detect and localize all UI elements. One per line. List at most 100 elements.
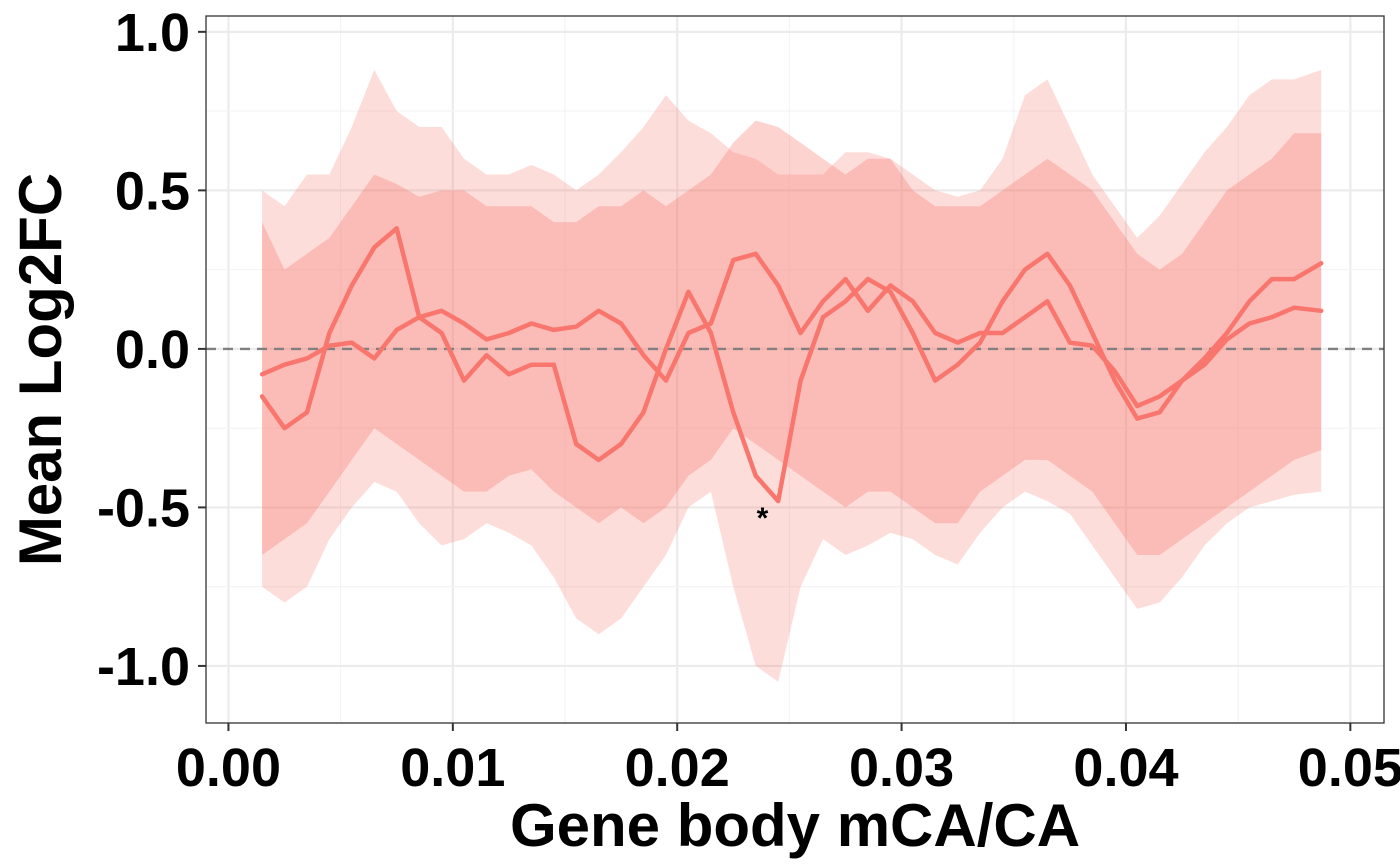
series-1-point (933, 331, 937, 335)
series-2-point (417, 315, 421, 319)
series-1-point (1001, 331, 1005, 335)
series-2-point (1023, 268, 1027, 272)
series-1-point (641, 353, 646, 357)
series-2-point (350, 283, 354, 288)
series-1-line (259, 251, 1324, 409)
series-2-point (754, 474, 758, 478)
series-1-point (664, 379, 668, 383)
series-2-point (1180, 379, 1184, 383)
series-1-point (709, 321, 713, 326)
series-1-point (1319, 309, 1323, 313)
series-2-point (709, 331, 713, 335)
x-axis-title: Gene body mCA/CA (510, 792, 1080, 859)
series-2-point (1270, 277, 1274, 281)
series-2-point (1001, 299, 1005, 303)
series-1-point (1247, 321, 1251, 326)
series-1-point (1225, 337, 1229, 341)
series-1-point (1292, 306, 1296, 310)
series-2-line (259, 226, 1324, 504)
x-tick-label: 0.04 (1073, 738, 1178, 798)
x-tick-label: 0.03 (849, 738, 954, 798)
series-lines (259, 226, 1324, 504)
series-1-point (327, 344, 331, 348)
series-2-point (1247, 299, 1251, 303)
y-tick-label: 1.0 (115, 3, 190, 63)
series-2-point (866, 277, 870, 281)
series-2-point (327, 331, 331, 335)
series-2-point (574, 442, 578, 446)
series-1-point (282, 363, 287, 367)
series-2-point (888, 290, 893, 294)
series-1-point (597, 309, 601, 313)
series-1-point (888, 283, 893, 288)
series-2-point (462, 379, 466, 383)
series-1-point (821, 299, 825, 303)
series-2-point (1225, 331, 1229, 335)
y-tick-label: -1.0 (97, 637, 190, 697)
annotations: * (757, 502, 769, 535)
series-1-point (462, 321, 466, 326)
series-2-point (776, 499, 780, 503)
series-1-point (776, 283, 780, 288)
series-2-point (911, 331, 915, 335)
series-1-point (1068, 341, 1072, 345)
y-axis-title: Mean Log2FC (7, 173, 74, 566)
series-2-point (1068, 283, 1072, 288)
confidence-bands (262, 69, 1322, 682)
series-1-point (1090, 344, 1094, 348)
series-1-point (956, 341, 960, 345)
x-tick-label: 0.02 (625, 738, 730, 798)
series-1-point (350, 341, 354, 345)
x-axis-ticks: 0.00 0.01 0.02 0.03 0.04 0.05 (176, 723, 1400, 798)
series-2-point (1319, 261, 1323, 265)
series-2-point (978, 341, 982, 345)
series-2-point (1045, 252, 1049, 256)
grid (206, 16, 1384, 723)
series-1-point (552, 328, 556, 332)
series-2-point (552, 363, 556, 367)
series-2-point (799, 379, 803, 383)
series-2-point (260, 394, 264, 398)
series-2-point (686, 290, 691, 294)
series-1-point (911, 299, 915, 303)
series-2-point (933, 379, 937, 383)
y-axis-ticks: -1.0 -0.5 0.0 0.5 1.0 (97, 3, 206, 697)
series-2-point (372, 245, 376, 249)
series-2-point (529, 363, 534, 367)
x-tick-label: 0.00 (176, 738, 281, 798)
series-1-point (866, 309, 870, 313)
series-1-point (395, 328, 399, 332)
series-1-point (1045, 299, 1049, 303)
series-1-point (529, 321, 534, 326)
series-2-confidence-band (262, 69, 1322, 682)
series-2-point (956, 363, 960, 367)
series-1-confidence-band (262, 120, 1322, 555)
series-2-point (597, 458, 601, 462)
series-2-point (395, 226, 399, 230)
series-1-point (978, 331, 982, 335)
series-2-point (731, 410, 735, 414)
series-1-point (440, 309, 444, 313)
series-2-point (1090, 331, 1094, 335)
series-2-point (1135, 417, 1139, 421)
series-2-point (821, 315, 825, 319)
series-1-point (1023, 315, 1027, 319)
series-1-point (1135, 404, 1139, 408)
series-1-point (305, 356, 309, 360)
series-2-point (619, 442, 623, 446)
series-2-point (484, 353, 489, 357)
series-2-point (843, 299, 848, 303)
series-1-point (619, 321, 623, 326)
series-2-point (1292, 277, 1296, 281)
series-2-point (641, 410, 646, 414)
series-1-point (260, 372, 264, 376)
y-tick-label: 0.5 (115, 161, 190, 221)
series-2-point (507, 372, 511, 376)
series-1-point (574, 325, 578, 329)
series-1-point (686, 331, 691, 335)
plot-panel-border (205, 15, 1385, 724)
y-tick-label: -0.5 (97, 478, 190, 538)
series-2-point (305, 410, 309, 414)
series-1-point (799, 331, 803, 335)
